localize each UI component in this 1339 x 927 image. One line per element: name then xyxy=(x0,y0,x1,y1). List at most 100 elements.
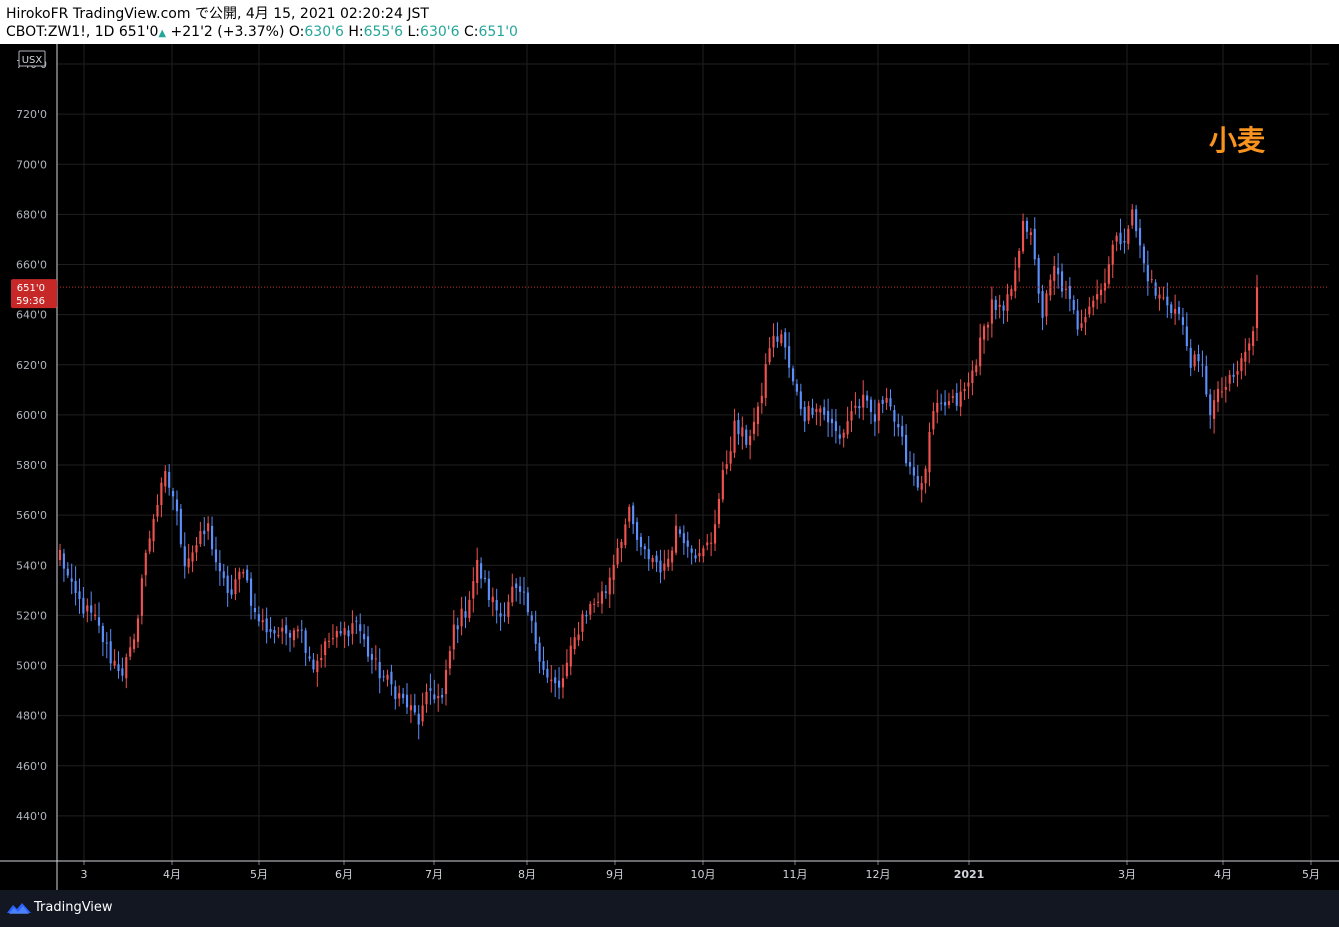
candle-body xyxy=(1162,297,1165,299)
y-tick-label: 660'0 xyxy=(16,259,47,272)
candle-body xyxy=(858,406,861,409)
candle-body xyxy=(1213,400,1216,419)
candle-body xyxy=(421,705,424,722)
candle-body xyxy=(686,540,689,547)
candle-body xyxy=(1236,371,1239,375)
candle-body xyxy=(70,578,73,582)
candle-body xyxy=(394,686,397,700)
candle-body xyxy=(292,630,296,641)
low-value: 630'6 xyxy=(420,24,460,40)
candle-body xyxy=(246,569,249,581)
candle-body xyxy=(1131,209,1134,226)
footer-brand[interactable]: TradingView xyxy=(34,900,113,915)
candle-body xyxy=(218,562,221,572)
candle-body xyxy=(780,334,783,344)
candle-body xyxy=(304,630,307,653)
candle-body xyxy=(951,396,954,398)
candle-body xyxy=(869,399,873,413)
candle-body xyxy=(561,678,565,688)
candle-body xyxy=(288,632,292,638)
chart-annotation: 小麦 xyxy=(1209,124,1266,157)
candle-body xyxy=(97,617,101,626)
candle-body xyxy=(1201,364,1204,366)
candle-body xyxy=(885,397,888,403)
candle-body xyxy=(464,611,467,618)
candle-body xyxy=(1189,347,1192,368)
candle-body xyxy=(1158,294,1161,299)
candle-body xyxy=(109,641,112,664)
y-tick-label: 480'0 xyxy=(16,710,47,723)
candle-body xyxy=(468,599,471,618)
candle-body xyxy=(1255,287,1259,329)
candle-body xyxy=(1068,285,1071,299)
candle-body xyxy=(355,620,358,622)
candle-body xyxy=(374,658,377,660)
candle-body xyxy=(1029,232,1032,236)
candle-body xyxy=(1064,288,1068,290)
candle-body xyxy=(581,614,584,632)
candle-body xyxy=(1166,296,1169,306)
candle-body xyxy=(253,607,257,613)
candle-body xyxy=(273,630,276,634)
candle-body xyxy=(1045,293,1048,317)
candle-body xyxy=(226,575,229,593)
candle-body xyxy=(1014,270,1017,292)
y-tick-label: 600'0 xyxy=(16,409,47,422)
candle-body xyxy=(542,660,545,670)
candle-body xyxy=(1174,308,1177,314)
candle-body xyxy=(643,546,646,550)
candle-body xyxy=(1006,294,1009,311)
candle-body xyxy=(195,545,198,553)
tradingview-logo-icon[interactable] xyxy=(6,900,32,916)
chart-area[interactable]: 440'0 460'0 480'0 500'0 520'0 540'0 560'0 580'0… xyxy=(0,44,1339,890)
candle-body xyxy=(842,432,845,438)
candle-body xyxy=(1037,258,1040,294)
publish-info: HirokoFR TradingView.com で公開, 4月 15, 202… xyxy=(6,6,429,22)
candle-body xyxy=(1127,228,1130,244)
candle-body xyxy=(589,603,592,615)
x-tick-label: 7月 xyxy=(425,868,443,881)
candlestick-chart[interactable]: 440'0 460'0 480'0 500'0 520'0 540'0 560'0 580'0… xyxy=(0,44,1339,890)
candle-body xyxy=(928,432,931,473)
candle-body xyxy=(1115,235,1118,242)
candle-body xyxy=(772,335,775,348)
price-tag-value: 651'0 xyxy=(17,283,45,294)
currency-box xyxy=(18,50,46,67)
candle-body xyxy=(1228,374,1231,384)
candle-body xyxy=(889,398,892,407)
candle-body xyxy=(955,392,958,406)
candle-body xyxy=(756,406,759,425)
y-tick-label: 500'0 xyxy=(16,660,47,673)
candle-body xyxy=(476,559,479,583)
candle-body xyxy=(257,614,260,622)
candle-body xyxy=(1119,232,1122,245)
candle-body xyxy=(386,674,389,680)
candle-body xyxy=(519,586,522,592)
candle-body xyxy=(530,615,533,621)
candle-body xyxy=(1057,267,1060,275)
candle-body xyxy=(721,470,724,500)
candle-body xyxy=(1205,365,1208,395)
candle-body xyxy=(316,660,319,673)
candle-body xyxy=(413,705,416,713)
candle-body xyxy=(207,523,210,532)
x-tick-label: 8月 xyxy=(518,868,536,881)
candle-body xyxy=(249,578,253,606)
candle-body xyxy=(437,696,440,699)
candle-body xyxy=(1072,299,1075,311)
last-price: 651'0 xyxy=(118,24,159,40)
candle-body xyxy=(452,624,455,650)
candle-body xyxy=(129,647,132,657)
candle-body xyxy=(1041,290,1044,318)
candle-body xyxy=(390,671,393,685)
candle-body xyxy=(242,572,245,574)
candle-body xyxy=(678,529,682,534)
candle-body xyxy=(74,580,77,594)
candle-body xyxy=(959,391,962,407)
candle-body xyxy=(830,418,834,424)
candle-body xyxy=(121,668,124,676)
candle-body xyxy=(982,326,986,340)
candle-body xyxy=(480,563,483,579)
candle-body xyxy=(554,677,557,684)
y-tick-label: 720'0 xyxy=(16,108,47,121)
